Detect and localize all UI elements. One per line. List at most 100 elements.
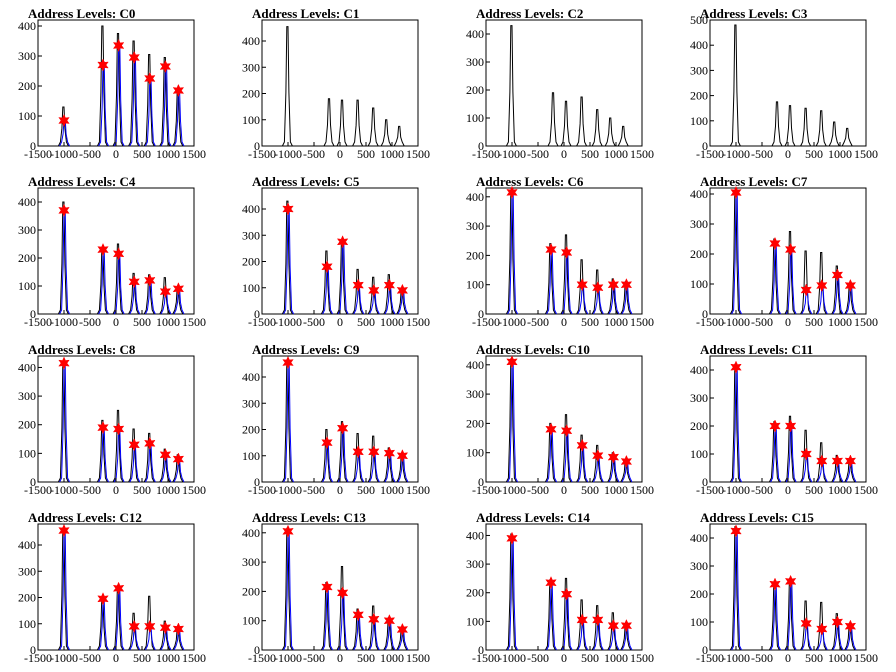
- histogram-title: Address Levels: C3: [700, 6, 808, 21]
- x-tick-label: 1000: [604, 483, 628, 497]
- x-tick-label: 1500: [406, 315, 430, 329]
- y-tick-label: 0: [30, 643, 36, 657]
- histogram-peak: [591, 605, 603, 651]
- histogram-peak: [281, 26, 293, 147]
- peak-marker: [282, 524, 294, 538]
- histogram-peak: [143, 432, 155, 483]
- y-tick-label: 0: [30, 475, 36, 489]
- peak-marker: [576, 438, 588, 452]
- x-tick-label: -1000: [274, 483, 302, 497]
- histogram-peak: [784, 415, 796, 483]
- x-tick-label: 0: [785, 315, 791, 329]
- histogram-peak: [336, 421, 348, 483]
- x-tick-label: -1000: [50, 315, 78, 329]
- x-tick-label: -1500: [248, 315, 276, 329]
- peak-marker: [576, 278, 588, 292]
- peak-marker: [560, 587, 573, 601]
- peak-marker: [396, 283, 409, 298]
- x-tick-label: -500: [527, 315, 549, 329]
- x-tick-label: 1000: [156, 315, 180, 329]
- x-tick-label: 500: [133, 651, 151, 665]
- y-tick-label: 400: [18, 538, 36, 552]
- y-tick-label: 200: [690, 89, 708, 103]
- x-tick-label: -500: [751, 483, 773, 497]
- x-tick-label: -1500: [472, 483, 500, 497]
- x-tick-label: -1000: [274, 147, 302, 161]
- x-tick-label: 1500: [406, 651, 430, 665]
- histogram-peak: [828, 121, 840, 147]
- histogram-plot-9: 0 100 200 300 400 -1500-1000 -500 0 500 1000 1500: [242, 355, 430, 497]
- y-tick-label: 100: [690, 277, 708, 291]
- histogram-peak: [159, 448, 171, 483]
- histogram-peak: [352, 99, 364, 147]
- y-tick-label: 100: [18, 109, 36, 123]
- histogram-title: Address Levels: C13: [252, 510, 366, 525]
- x-tick-label: -1500: [696, 147, 724, 161]
- y-tick-label: 300: [466, 387, 484, 401]
- peak-marker: [112, 247, 125, 261]
- x-tick-label: -1000: [722, 315, 750, 329]
- plot-frame: [37, 19, 195, 147]
- x-tick-label: -1500: [24, 315, 52, 329]
- x-tick-label: 0: [785, 651, 791, 665]
- peak-marker: [368, 612, 380, 626]
- x-tick-label: 1000: [828, 147, 852, 161]
- peak-marker: [112, 581, 125, 595]
- x-tick-label: -1500: [696, 483, 724, 497]
- y-tick-label: 300: [242, 60, 260, 74]
- x-tick-label: 500: [133, 315, 151, 329]
- x-tick-label: 0: [561, 315, 567, 329]
- peak-marker: [159, 59, 172, 74]
- x-tick-label: 1000: [380, 483, 404, 497]
- histogram-peak: [831, 454, 843, 483]
- peak-marker: [159, 621, 172, 635]
- y-tick-label: 300: [466, 557, 484, 571]
- peak-marker: [844, 454, 857, 468]
- histogram-plot-6: 0 100 200 300 400 -1500-1000 -500 0 500 1000 1500: [466, 185, 654, 329]
- histogram-peak: [336, 99, 348, 147]
- x-tick-label: 500: [357, 147, 375, 161]
- x-tick-label: 1000: [156, 147, 180, 161]
- histogram-peak: [112, 243, 124, 315]
- histogram-peak: [505, 25, 517, 147]
- x-tick-label: -500: [79, 315, 101, 329]
- histogram-title: Address Levels: C12: [28, 510, 142, 525]
- histogram-peak: [729, 24, 741, 147]
- y-tick-label: 0: [702, 475, 708, 489]
- histogram-title: Address Levels: C15: [700, 510, 814, 525]
- histogram-peak: [544, 243, 556, 315]
- histogram-peak: [367, 435, 379, 483]
- peak-marker: [58, 523, 70, 538]
- y-tick-label: 100: [242, 281, 260, 295]
- y-tick-label: 300: [242, 228, 260, 242]
- histogram-title: Address Levels: C2: [476, 6, 584, 21]
- histogram-peak: [159, 57, 171, 147]
- histogram-peak: [143, 274, 155, 315]
- histogram-peak: [96, 419, 108, 483]
- x-tick-label: 1500: [182, 147, 206, 161]
- peak-marker: [396, 449, 409, 463]
- x-tick-label: 500: [805, 651, 823, 665]
- y-tick-label: 100: [466, 111, 484, 125]
- histogram-peak: [383, 274, 395, 315]
- x-tick-label: 1000: [156, 483, 180, 497]
- histogram-peak: [143, 54, 155, 147]
- y-tick-label: 200: [18, 251, 36, 265]
- y-tick-label: 400: [242, 370, 260, 384]
- y-tick-label: 300: [690, 63, 708, 77]
- histogram-title: Address Levels: C10: [476, 342, 590, 357]
- histogram-peak: [815, 601, 827, 651]
- y-tick-label: 200: [242, 255, 260, 269]
- histogram-peak: [831, 265, 843, 315]
- histogram-plot-11: 0 100 200 300 400 -1500-1000 -500 0 500 1000 1500: [690, 355, 878, 497]
- histogram-peak: [607, 612, 619, 651]
- histogram-panel-7: 0 100 200 300 400 -1500 -1000 -500 0 500 1000 1500 A…: [672, 168, 896, 336]
- x-tick-label: 1500: [182, 483, 206, 497]
- histogram-peak: [784, 231, 796, 315]
- y-tick-label: 200: [18, 591, 36, 605]
- y-tick-label: 200: [242, 584, 260, 598]
- peak-marker: [144, 71, 156, 86]
- x-tick-label: -500: [303, 651, 325, 665]
- y-tick-label: 400: [690, 38, 708, 52]
